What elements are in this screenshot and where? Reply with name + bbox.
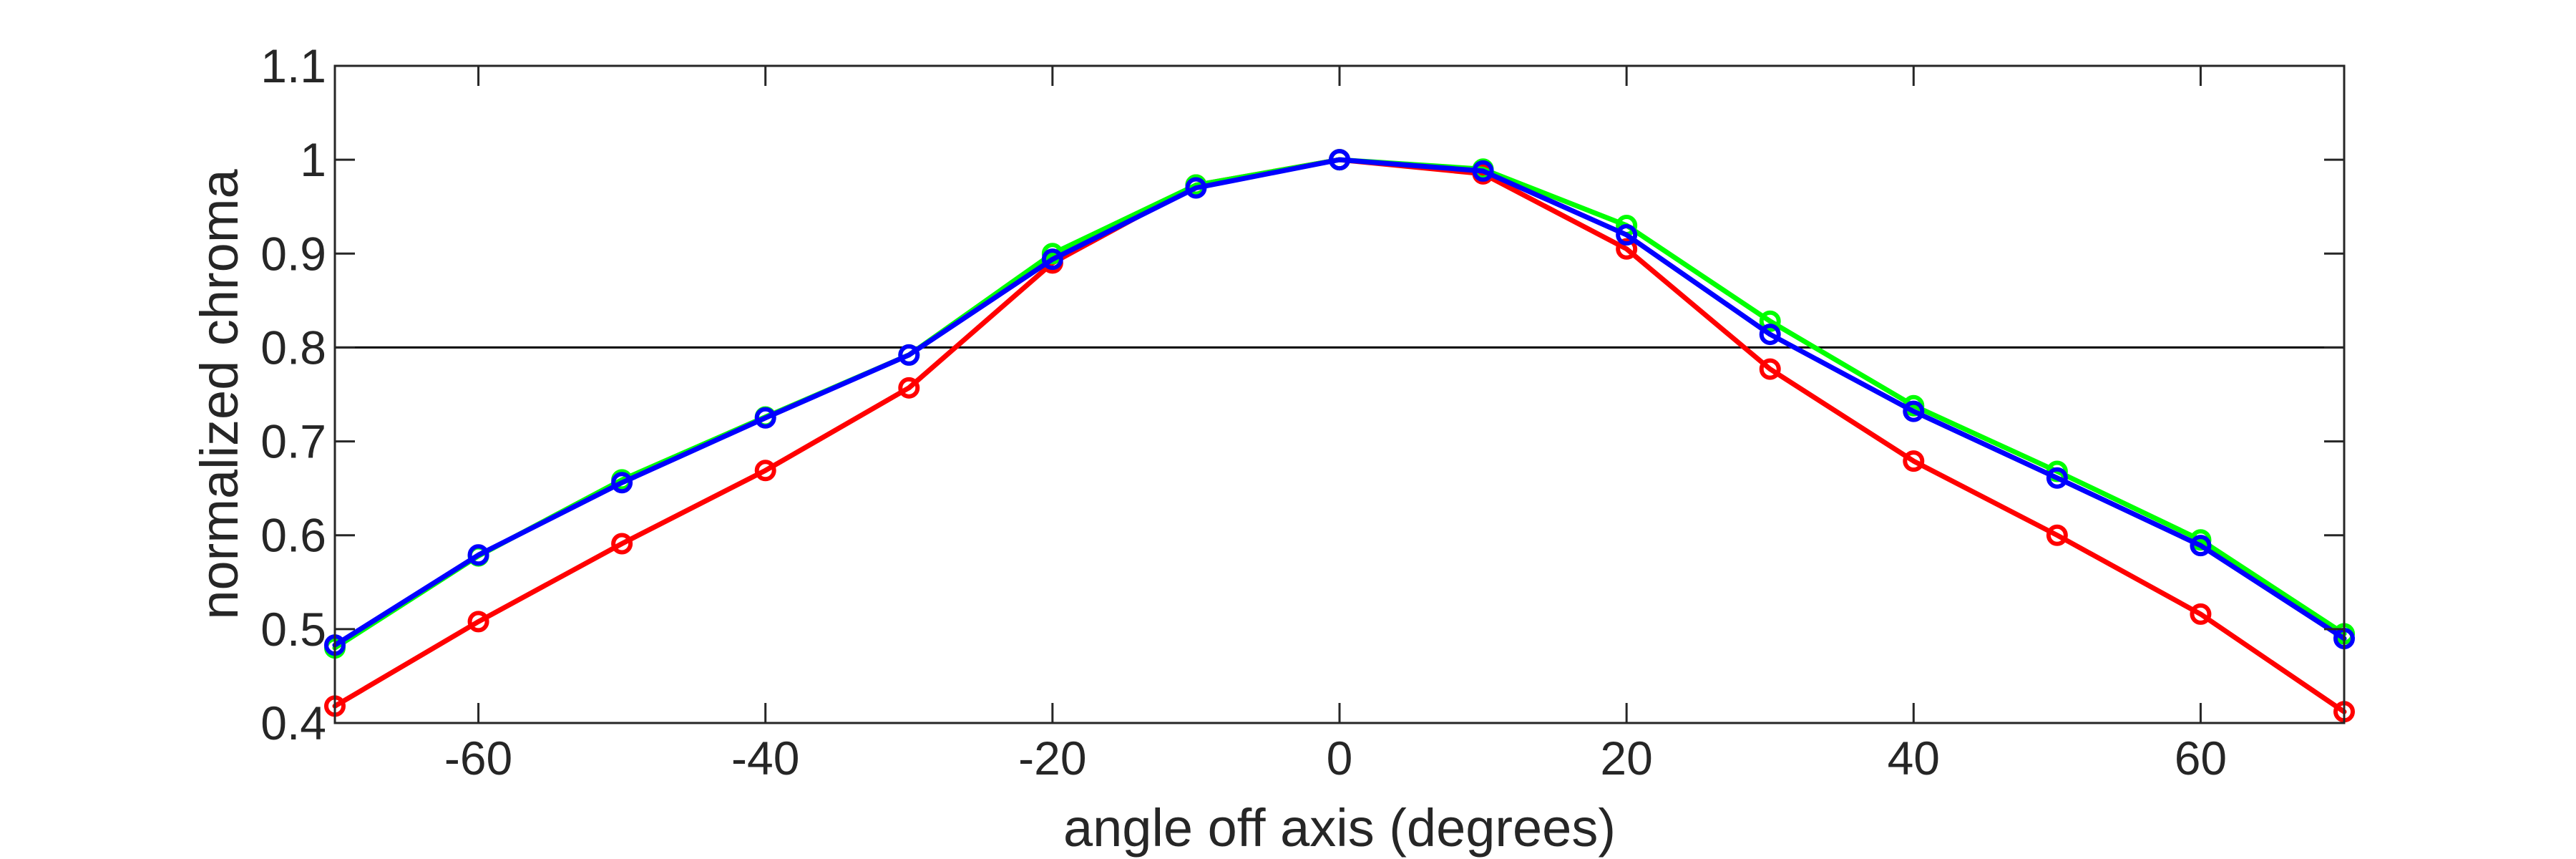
- x-tick-label: 40: [1888, 732, 1940, 785]
- data-point: [1903, 450, 1925, 472]
- x-axis-label: angle off axis (degrees): [1063, 798, 1616, 858]
- x-tick-label: 60: [2175, 732, 2227, 785]
- y-tick-label: 0.9: [260, 227, 326, 280]
- x-tick-label: -20: [1018, 732, 1086, 785]
- data-point: [467, 611, 489, 633]
- data-point: [1759, 310, 1781, 332]
- data-point: [611, 472, 633, 494]
- x-tick-label: 0: [1327, 732, 1353, 785]
- x-tick-label: -60: [444, 732, 512, 785]
- data-point: [1472, 160, 1494, 182]
- series-layer: [324, 149, 2355, 723]
- data-point: [2190, 535, 2212, 557]
- series-line: [332, 157, 2347, 648]
- data-point: [1616, 224, 1638, 246]
- data-point: [1329, 149, 1350, 171]
- data-point: [898, 344, 920, 366]
- y-tick-label: 0.6: [260, 509, 326, 562]
- y-tick-label: 0.7: [260, 415, 326, 468]
- data-point: [2046, 524, 2068, 546]
- data-point: [1903, 400, 1925, 422]
- data-point: [611, 533, 633, 555]
- y-tick-label: 0.8: [260, 321, 326, 374]
- y-tick-label: 1.1: [260, 39, 326, 92]
- x-tick-label: -40: [731, 732, 799, 785]
- y-tick-label: 0.4: [260, 697, 326, 749]
- data-point: [2190, 603, 2212, 625]
- data-point: [1041, 248, 1063, 271]
- data-point: [467, 544, 489, 566]
- data-point: [1616, 238, 1638, 260]
- y-tick-label: 0.5: [260, 603, 326, 656]
- data-point: [898, 377, 920, 399]
- data-point: [1759, 324, 1781, 346]
- x-tick-label: 20: [1600, 732, 1652, 785]
- plot-area: [335, 66, 2344, 723]
- y-tick-label: 1: [300, 133, 326, 186]
- data-point: [1759, 358, 1781, 380]
- tick-layer: -60 -40 -20 0 20 40 60 0.4 0.5 0.6 0.7 0.8 0.9 1 1.1: [260, 39, 2344, 785]
- data-point: [754, 407, 776, 429]
- data-point: [1185, 177, 1207, 199]
- data-point: [2046, 467, 2068, 489]
- data-point: [754, 460, 776, 482]
- y-axis-label: normalized chroma: [190, 169, 249, 620]
